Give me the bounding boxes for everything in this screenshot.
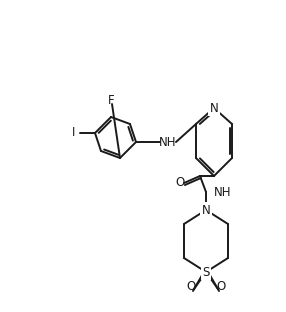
Text: N: N xyxy=(210,101,219,115)
Text: F: F xyxy=(108,94,114,106)
Text: NH: NH xyxy=(214,186,231,198)
Text: I: I xyxy=(72,126,76,139)
Text: N: N xyxy=(202,203,210,217)
Text: O: O xyxy=(186,280,196,294)
Text: O: O xyxy=(217,280,226,294)
Text: S: S xyxy=(202,266,210,279)
Text: NH: NH xyxy=(159,135,177,149)
Text: O: O xyxy=(175,177,185,189)
